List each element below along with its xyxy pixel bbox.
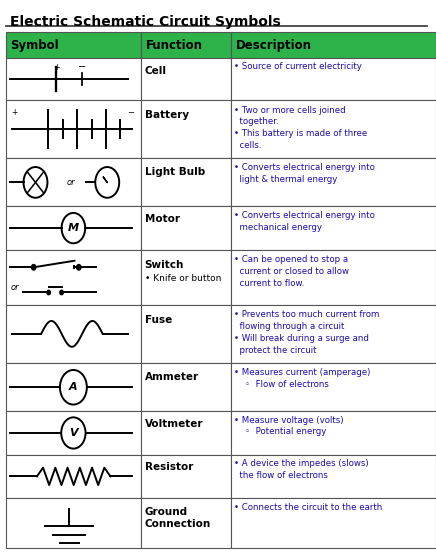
Text: +: + <box>53 63 60 72</box>
Text: Motor: Motor <box>144 214 180 224</box>
Text: Light Bulb: Light Bulb <box>144 167 205 177</box>
Text: +: + <box>11 108 17 117</box>
Text: • Prevents too much current from
  flowing through a circuit
• Will break during: • Prevents too much current from flowing… <box>234 310 379 355</box>
FancyBboxPatch shape <box>6 498 141 548</box>
Text: A: A <box>69 382 78 392</box>
FancyBboxPatch shape <box>141 206 232 250</box>
Text: Symbol: Symbol <box>10 38 58 52</box>
Text: Voltmeter: Voltmeter <box>144 419 203 429</box>
Circle shape <box>47 290 51 295</box>
FancyBboxPatch shape <box>6 206 141 250</box>
Text: Description: Description <box>235 38 312 52</box>
Text: Switch: Switch <box>144 260 184 270</box>
FancyBboxPatch shape <box>232 305 436 363</box>
FancyBboxPatch shape <box>6 100 141 158</box>
Text: • Connects the circuit to the earth: • Connects the circuit to the earth <box>234 503 382 512</box>
Circle shape <box>60 290 63 295</box>
Text: or: or <box>66 178 75 187</box>
Text: • Converts electrical energy into
  light & thermal energy: • Converts electrical energy into light … <box>234 163 375 184</box>
Text: Cell: Cell <box>144 65 167 75</box>
Text: Fuse: Fuse <box>144 315 172 325</box>
FancyBboxPatch shape <box>141 363 232 411</box>
Text: M: M <box>68 223 79 233</box>
FancyBboxPatch shape <box>141 100 232 158</box>
FancyBboxPatch shape <box>141 498 232 548</box>
Text: V: V <box>69 428 78 438</box>
Text: • A device the impedes (slows)
  the flow of electrons: • A device the impedes (slows) the flow … <box>234 459 368 480</box>
Text: Battery: Battery <box>144 110 189 120</box>
FancyBboxPatch shape <box>141 58 232 100</box>
Text: Ammeter: Ammeter <box>144 372 199 382</box>
Text: Ground
Connection: Ground Connection <box>144 507 211 529</box>
FancyBboxPatch shape <box>232 100 436 158</box>
Text: • Knife or button: • Knife or button <box>144 274 221 284</box>
FancyBboxPatch shape <box>6 58 141 100</box>
Text: −: − <box>127 108 134 117</box>
FancyBboxPatch shape <box>141 158 232 206</box>
Circle shape <box>77 265 81 270</box>
FancyBboxPatch shape <box>141 411 232 455</box>
FancyBboxPatch shape <box>6 32 141 58</box>
FancyBboxPatch shape <box>141 305 232 363</box>
Text: Electric Schematic Circuit Symbols: Electric Schematic Circuit Symbols <box>10 15 281 29</box>
FancyBboxPatch shape <box>232 158 436 206</box>
FancyBboxPatch shape <box>6 158 141 206</box>
FancyBboxPatch shape <box>232 250 436 305</box>
Text: • Measures current (amperage)
    ◦  Flow of electrons: • Measures current (amperage) ◦ Flow of … <box>234 368 370 389</box>
FancyBboxPatch shape <box>232 363 436 411</box>
FancyBboxPatch shape <box>141 250 232 305</box>
FancyBboxPatch shape <box>232 455 436 498</box>
FancyBboxPatch shape <box>232 206 436 250</box>
Text: • Two or more cells joined
  together.
• This battery is made of three
  cells.: • Two or more cells joined together. • T… <box>234 105 367 150</box>
Text: or: or <box>11 282 20 291</box>
Text: • Measure voltage (volts)
    ◦  Potential energy: • Measure voltage (volts) ◦ Potential en… <box>234 416 343 436</box>
FancyBboxPatch shape <box>232 498 436 548</box>
Text: Function: Function <box>145 38 202 52</box>
Text: • Can be opened to stop a
  current or closed to allow
  current to flow.: • Can be opened to stop a current or clo… <box>234 255 348 288</box>
FancyBboxPatch shape <box>232 32 436 58</box>
Text: −: − <box>78 62 86 72</box>
Circle shape <box>31 265 36 270</box>
FancyBboxPatch shape <box>232 411 436 455</box>
FancyBboxPatch shape <box>6 455 141 498</box>
FancyBboxPatch shape <box>141 32 232 58</box>
FancyBboxPatch shape <box>6 363 141 411</box>
Text: • Converts electrical energy into
  mechanical energy: • Converts electrical energy into mechan… <box>234 211 375 231</box>
Text: Resistor: Resistor <box>144 462 193 472</box>
FancyBboxPatch shape <box>232 58 436 100</box>
FancyBboxPatch shape <box>6 250 141 305</box>
Text: • Source of current electricity: • Source of current electricity <box>234 62 361 72</box>
FancyBboxPatch shape <box>6 305 141 363</box>
FancyBboxPatch shape <box>6 411 141 455</box>
FancyBboxPatch shape <box>141 455 232 498</box>
